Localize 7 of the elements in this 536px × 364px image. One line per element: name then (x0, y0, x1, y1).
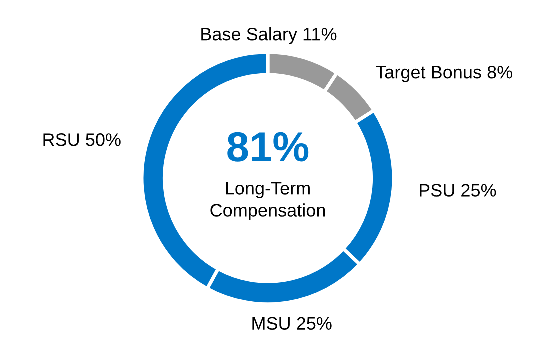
slice-label: Base Salary 11% (202, 27, 337, 44)
slice-label: PSU 25% (420, 184, 496, 197)
text: 81% (228, 132, 309, 162)
slice-label: MSU 25% (252, 317, 332, 330)
slice-label: RSU 50% (44, 134, 121, 146)
slice-label: Target Bonus 8% (376, 66, 512, 82)
text: Long-Term Compensation (210, 182, 326, 220)
